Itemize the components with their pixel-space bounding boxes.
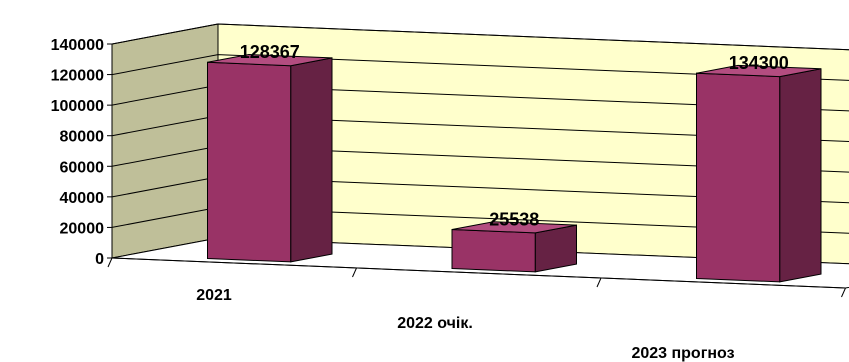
y-tick-label: 20000 [60, 220, 105, 237]
x-tick-mark [596, 277, 602, 288]
side-wall [111, 23, 219, 259]
y-axis: 0 20000 40000 60000 80000 100000 120000 140000 [51, 37, 846, 298]
bar-top [207, 53, 333, 67]
x-tick-mark [107, 257, 113, 268]
bars [207, 53, 822, 283]
gridline [111, 23, 849, 51]
y-tick-label: 140000 [51, 37, 104, 54]
bar [207, 53, 333, 263]
bar-top [451, 221, 577, 234]
bar-top [696, 64, 822, 78]
bar-front [451, 228, 536, 273]
x-axis-line [111, 257, 846, 289]
x-tick-mark [352, 267, 357, 278]
bar-side [290, 57, 333, 263]
y-tick-label: 80000 [60, 129, 105, 146]
y-tick-label: 40000 [60, 190, 105, 207]
bar-front [696, 72, 781, 283]
y-tick-label: 100000 [51, 98, 104, 115]
data-label: 25538 [489, 209, 539, 229]
x-tick-label: 2023 прогноз [631, 345, 734, 362]
y-tick-label: 120000 [51, 68, 104, 85]
x-tick-label: 2021 [196, 287, 232, 304]
data-label: 128367 [240, 42, 300, 62]
x-tick-mark [841, 287, 846, 298]
y-tick-label: 60000 [60, 159, 105, 176]
bar [696, 64, 822, 283]
labels: 128367 2021 25538 2022 очік. 134300 2023 прог… [196, 42, 789, 362]
bar-side [779, 68, 822, 283]
bar [451, 221, 577, 273]
data-label: 134300 [729, 53, 789, 73]
y-tick-label: 0 [95, 251, 104, 268]
bar-front [207, 61, 292, 263]
x-tick-label: 2022 очік. [397, 315, 473, 332]
